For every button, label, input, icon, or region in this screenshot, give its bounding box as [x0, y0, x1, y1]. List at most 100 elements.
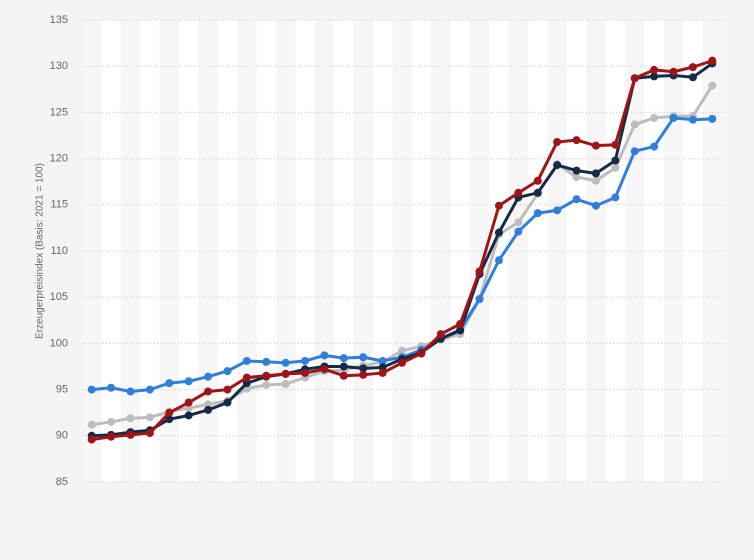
data-point [669, 113, 678, 122]
data-point [688, 63, 697, 72]
stripe [469, 20, 490, 482]
data-point [204, 372, 213, 381]
data-point [553, 137, 562, 146]
data-point [184, 398, 193, 407]
data-point [204, 400, 213, 409]
data-point [572, 195, 581, 204]
data-point [378, 356, 387, 365]
data-point [669, 67, 678, 76]
data-point [572, 136, 581, 145]
data-point [650, 142, 659, 151]
data-point [398, 358, 406, 367]
data-point [184, 404, 193, 413]
data-point [223, 367, 232, 376]
data-point [533, 176, 542, 185]
data-point [378, 363, 387, 372]
y-tick-label: 100 [50, 337, 68, 349]
data-point [359, 353, 368, 362]
y-tick-label: 110 [50, 245, 68, 257]
data-point [87, 385, 96, 394]
data-point [320, 365, 329, 374]
data-point [378, 368, 387, 377]
data-point [456, 326, 465, 335]
data-point [281, 369, 290, 378]
data-point [145, 429, 154, 438]
y-tick-label: 130 [50, 60, 68, 72]
y-tick-label: 95 [56, 384, 68, 396]
data-point [262, 357, 271, 366]
data-point [611, 163, 620, 172]
data-point [708, 56, 717, 65]
data-point [475, 267, 484, 276]
data-point [611, 140, 620, 149]
data-point [262, 371, 271, 380]
stripe [547, 20, 567, 482]
data-point [320, 351, 329, 360]
data-point [223, 398, 232, 407]
data-point [630, 74, 639, 83]
data-point [572, 166, 581, 175]
data-point [339, 354, 348, 363]
data-point [591, 141, 600, 150]
data-point [650, 65, 659, 74]
data-point [630, 147, 639, 156]
data-point [87, 435, 96, 444]
data-point [87, 420, 96, 429]
stripe [431, 20, 451, 482]
data-point [281, 358, 290, 367]
y-tick-label: 85 [56, 476, 68, 488]
data-point [688, 73, 697, 82]
data-point [107, 432, 116, 441]
data-point [708, 114, 717, 123]
data-point [301, 368, 310, 377]
data-point [359, 370, 368, 379]
stripe [237, 20, 257, 482]
data-point [126, 387, 135, 396]
y-tick-label: 115 [50, 199, 68, 211]
data-point [572, 173, 581, 182]
data-point [494, 201, 503, 210]
data-point [494, 228, 503, 237]
data-point [630, 120, 639, 129]
data-point [339, 362, 348, 371]
data-point [204, 405, 213, 414]
data-point [126, 414, 135, 423]
data-point [126, 430, 135, 439]
data-point [650, 113, 659, 122]
data-point [611, 193, 620, 202]
data-point [107, 417, 116, 426]
data-point [514, 227, 523, 236]
data-point [533, 209, 542, 218]
data-point [339, 371, 348, 380]
data-point [456, 319, 465, 328]
data-point [184, 411, 193, 420]
data-point [514, 218, 523, 227]
data-point [262, 380, 271, 389]
data-point [145, 385, 154, 394]
data-point [417, 349, 426, 358]
data-point [494, 256, 503, 265]
y-tick-label: 120 [50, 153, 68, 165]
y-tick-label: 90 [56, 430, 68, 442]
data-point [165, 408, 174, 417]
data-point [301, 356, 310, 365]
data-point [398, 346, 406, 355]
data-point [591, 201, 600, 210]
y-axis-label: Erzeugerpreisindex (Basis: 2021 = 100) [35, 163, 46, 339]
data-point [242, 356, 251, 365]
data-point [223, 385, 232, 394]
y-tick-label: 135 [50, 14, 68, 26]
data-point [165, 415, 174, 424]
y-tick-label: 125 [50, 106, 68, 118]
data-point [708, 81, 717, 90]
data-point [533, 188, 542, 197]
stripe [392, 20, 412, 482]
data-point [204, 387, 213, 396]
data-point [688, 115, 697, 124]
y-tick-label: 105 [50, 291, 68, 303]
data-point [591, 169, 600, 178]
data-point [165, 379, 174, 388]
data-point [591, 176, 600, 185]
data-point [650, 72, 659, 81]
data-point [281, 380, 290, 389]
